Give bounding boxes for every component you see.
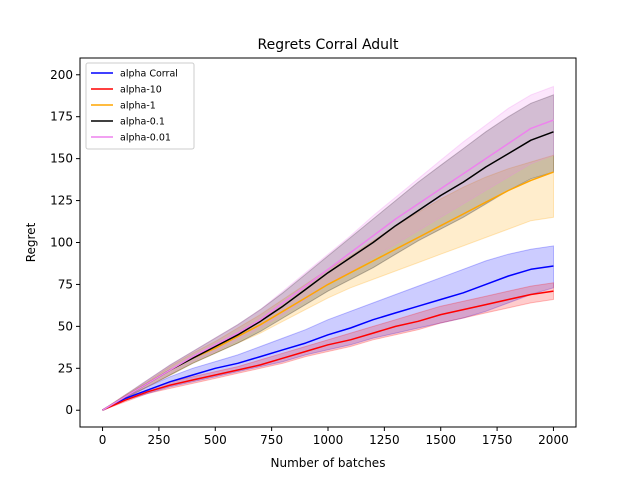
legend-box xyxy=(85,62,195,150)
x-axis-ticks: 0 250 500 750 1000 1250 1500 1750 2000 xyxy=(99,427,569,447)
line-alpha-10 xyxy=(102,290,554,411)
band-alpha-0-01 xyxy=(102,85,554,411)
band-alpha-0-1 xyxy=(102,94,554,411)
legend-label-alpha-1: alpha-1 xyxy=(120,101,156,112)
legend-label-alpha-corral: alpha Corral xyxy=(120,69,178,80)
x-tick-label: 1750 xyxy=(482,433,513,447)
y-tick-label: 0 xyxy=(65,403,73,417)
x-tick-label: 2000 xyxy=(538,433,569,447)
legend-label-alpha-0-1: alpha-0.1 xyxy=(120,117,165,128)
x-tick-label: 1250 xyxy=(369,433,400,447)
y-axis-ticks: 0 25 50 75 100 125 150 175 200 xyxy=(50,68,80,417)
x-tick-label: 0 xyxy=(99,433,107,447)
y-tick-label: 150 xyxy=(50,152,73,166)
legend-label-alpha-0-01: alpha-0.01 xyxy=(120,133,171,144)
line-alpha-0-01 xyxy=(102,119,554,411)
y-tick-label: 25 xyxy=(58,361,73,375)
y-tick-label: 175 xyxy=(50,110,73,124)
chart-title: Regrets Corral Adult xyxy=(258,37,399,53)
y-tick-label: 75 xyxy=(58,277,73,291)
x-axis-label: Number of batches xyxy=(271,456,386,470)
band-alpha-corral xyxy=(102,245,554,411)
x-tick-label: 1500 xyxy=(425,433,456,447)
x-tick-label: 500 xyxy=(204,433,227,447)
legend-label-alpha-10: alpha-10 xyxy=(120,85,162,96)
y-tick-label: 50 xyxy=(58,319,73,333)
y-tick-label: 100 xyxy=(50,236,73,250)
y-tick-label: 200 xyxy=(50,68,73,82)
y-axis-label: Regret xyxy=(24,222,38,262)
legend: alpha Corral alpha-10 alpha-1 alpha-0.1 alph… xyxy=(85,62,195,150)
x-tick-label: 750 xyxy=(260,433,283,447)
band-alpha-10 xyxy=(102,282,554,411)
x-tick-label: 1000 xyxy=(313,433,344,447)
line-alpha-corral xyxy=(102,265,554,411)
x-tick-label: 250 xyxy=(147,433,170,447)
y-tick-label: 125 xyxy=(50,194,73,208)
series-lines xyxy=(102,119,554,411)
